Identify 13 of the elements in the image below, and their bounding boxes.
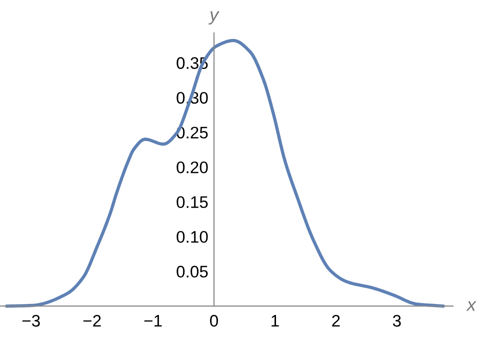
x-tick-label: −2 bbox=[83, 314, 101, 327]
x-tick-label: −3 bbox=[22, 314, 40, 327]
x-tick-label: 1 bbox=[272, 315, 279, 327]
x-tick-label: 3 bbox=[392, 314, 401, 327]
x-axis-title: x bbox=[466, 301, 476, 311]
y-tick-label: 0.15 bbox=[176, 196, 208, 208]
y-axis-title: y bbox=[208, 11, 220, 25]
x-tick-label: −1 bbox=[144, 315, 162, 327]
x-tick-label: 0 bbox=[210, 314, 218, 327]
y-tick-label: 0.05 bbox=[176, 266, 208, 278]
x-tick-label: 2 bbox=[332, 314, 340, 327]
y-tick-label: 0.20 bbox=[176, 161, 208, 174]
y-tick-label: 0.10 bbox=[176, 230, 208, 243]
